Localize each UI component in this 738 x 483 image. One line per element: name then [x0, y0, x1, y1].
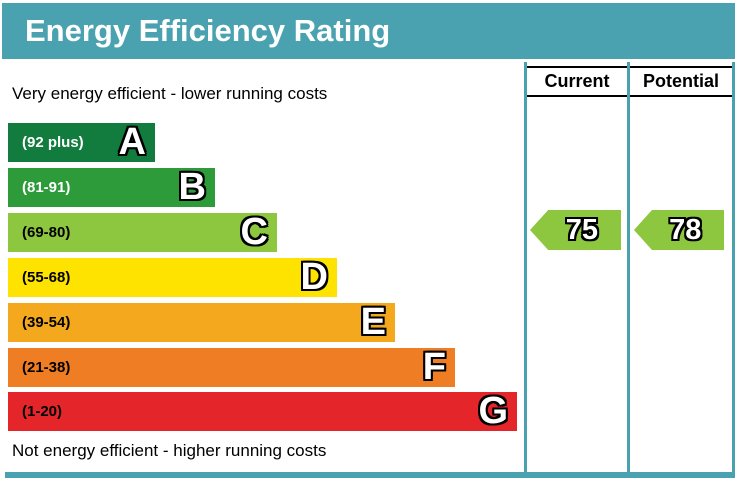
- potential-rating-arrow: 78: [634, 210, 724, 250]
- band-range-label: (21-38): [22, 359, 71, 376]
- band-letter: E: [360, 301, 386, 343]
- band-row-c: (69-80) C: [8, 213, 277, 252]
- potential-rating-value: 78: [669, 213, 702, 246]
- band-letter: G: [478, 390, 508, 432]
- column-header-current: Current: [527, 66, 627, 97]
- band-range-label: (69-80): [22, 224, 71, 241]
- bottom-border-bar: [5, 472, 735, 478]
- page-title: Energy Efficiency Rating: [2, 3, 735, 59]
- band-range-label: (81-91): [22, 179, 71, 196]
- current-rating-arrow: 75: [530, 210, 621, 250]
- band-letter: A: [118, 121, 146, 163]
- band-letter: C: [240, 211, 268, 253]
- table-divider-left: [524, 62, 527, 478]
- table-divider-right: [732, 62, 735, 478]
- band-row-a: (92 plus) A: [8, 123, 155, 162]
- band-row-f: (21-38) F: [8, 348, 455, 387]
- band-row-b: (81-91) B: [8, 168, 215, 207]
- band-row-e: (39-54) E: [8, 303, 395, 342]
- band-row-g: (1-20) G: [8, 392, 517, 431]
- band-letter: F: [422, 346, 446, 388]
- band-range-label: (1-20): [22, 403, 63, 420]
- column-header-potential: Potential: [630, 66, 732, 97]
- band-range-label: (39-54): [22, 314, 71, 331]
- band-range-label: (55-68): [22, 269, 71, 286]
- band-letter: D: [300, 256, 328, 298]
- table-divider-middle: [627, 62, 630, 478]
- caption-not-efficient: Not energy efficient - higher running co…: [12, 441, 327, 460]
- caption-very-efficient: Very energy efficient - lower running co…: [12, 84, 328, 103]
- band-row-d: (55-68) D: [8, 258, 337, 297]
- current-rating-value: 75: [565, 213, 598, 246]
- band-range-label: (92 plus): [22, 134, 84, 151]
- band-letter: B: [178, 166, 206, 208]
